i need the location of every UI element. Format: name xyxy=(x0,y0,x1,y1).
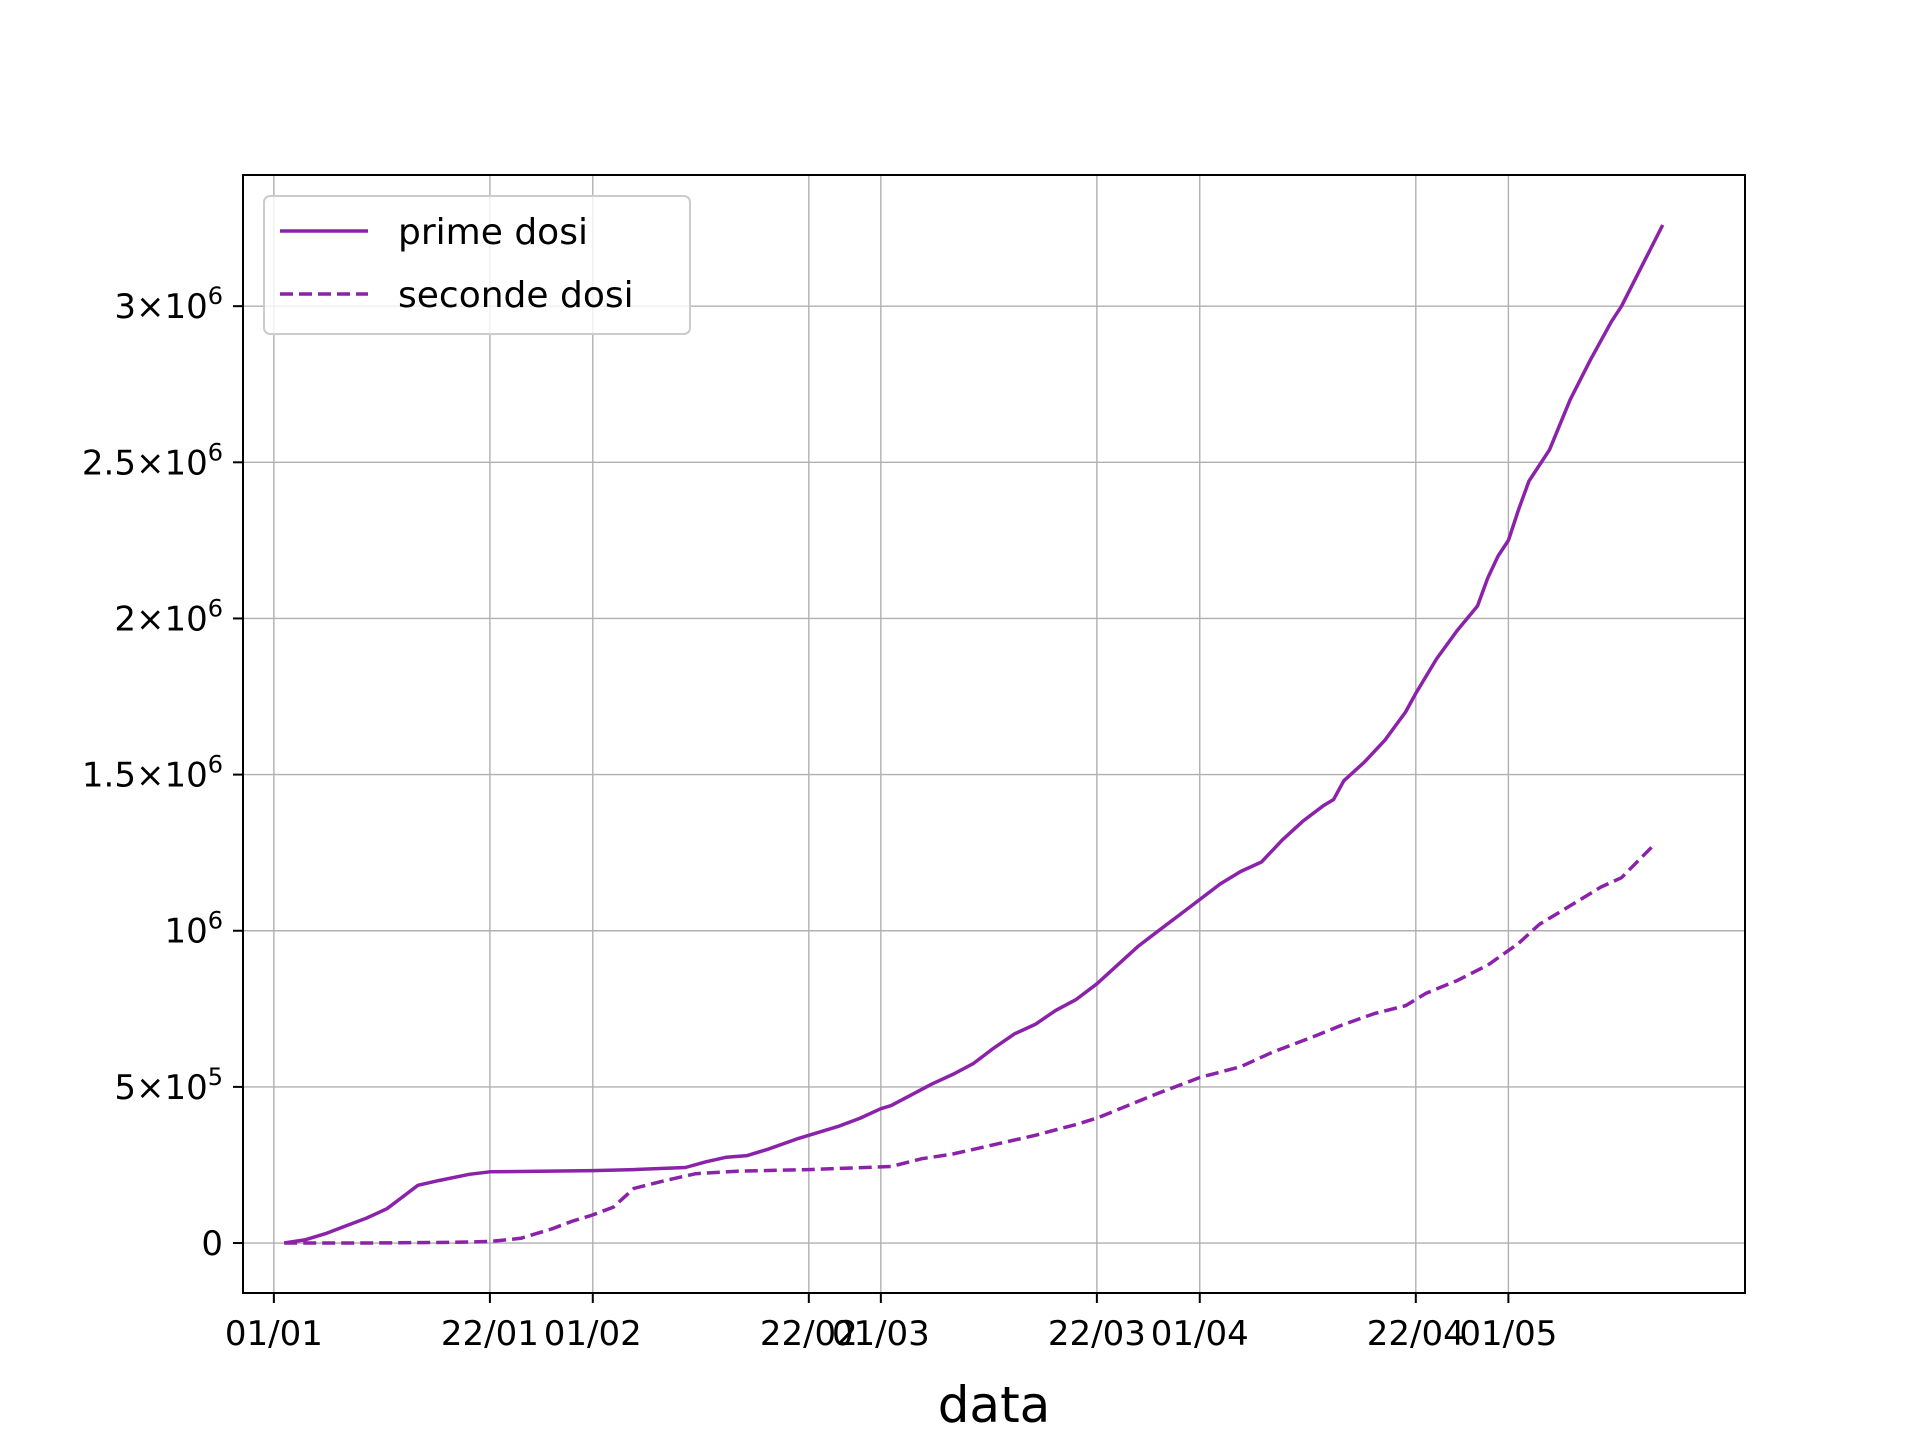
series-line-prime-dosi xyxy=(283,224,1665,1245)
x-tick-label: 01/04 xyxy=(1151,1314,1249,1354)
y-tick-mantissa: 10 xyxy=(164,912,207,952)
y-tick-exponent: 6 xyxy=(208,907,223,935)
series-lines xyxy=(283,224,1665,1245)
y-tick-label: 2×106 xyxy=(114,594,223,639)
y-tick-exponent: 6 xyxy=(208,282,223,310)
x-axis-label: data xyxy=(938,1376,1051,1434)
y-tick-label: 1.5×106 xyxy=(82,751,223,796)
y-tick-exponent: 6 xyxy=(208,594,223,622)
plot-frame xyxy=(242,174,1746,1294)
y-tick-mantissa: 2.5×10 xyxy=(82,443,208,483)
x-tick-label: 22/03 xyxy=(1048,1314,1146,1354)
legend: prime dosi seconde dosi xyxy=(263,195,691,335)
y-tick-exponent: 6 xyxy=(208,438,223,466)
y-tick-exponent: 5 xyxy=(208,1063,223,1091)
x-tick-label: 01/02 xyxy=(544,1314,642,1354)
series-line-seconde-dosi xyxy=(284,845,1654,1245)
legend-box xyxy=(263,195,691,335)
x-tick-label: 22/02 xyxy=(760,1314,858,1354)
legend-label-prime-dosi: prime dosi xyxy=(398,212,588,253)
y-tick-mantissa: 1.5×10 xyxy=(82,756,208,796)
x-tick-label: 22/04 xyxy=(1367,1314,1465,1354)
grid-lines xyxy=(243,175,1745,1293)
y-tick-exponent: 6 xyxy=(208,751,223,779)
legend-label-seconde-dosi: seconde dosi xyxy=(398,275,634,316)
y-tick-mantissa: 0 xyxy=(201,1224,223,1264)
x-tick-label: 01/01 xyxy=(225,1314,323,1354)
x-tick-label: 01/05 xyxy=(1459,1314,1557,1354)
x-tick-label: 01/03 xyxy=(832,1314,930,1354)
y-tick-label: 2.5×106 xyxy=(82,438,223,483)
y-tick-label: 0 xyxy=(201,1224,223,1264)
y-tick-mantissa: 5×10 xyxy=(114,1068,207,1108)
y-tick-label: 3×106 xyxy=(114,282,223,327)
y-tick-mantissa: 2×10 xyxy=(114,599,207,639)
y-tick-label: 106 xyxy=(164,907,223,952)
y-tick-label: 5×105 xyxy=(114,1063,223,1108)
x-tick-label: 22/01 xyxy=(441,1314,539,1354)
y-tick-mantissa: 3×10 xyxy=(114,287,207,327)
